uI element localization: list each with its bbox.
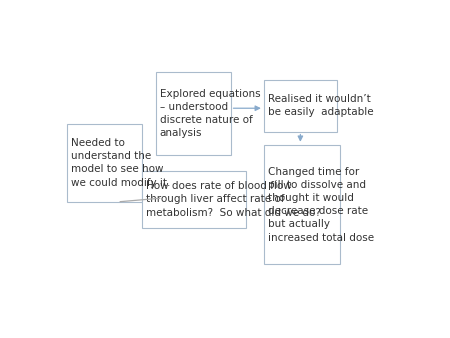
Text: Realised it wouldn’t
be easily  adaptable: Realised it wouldn’t be easily adaptable bbox=[268, 94, 374, 117]
Text: Explored equations
– understood
discrete nature of
analysis: Explored equations – understood discrete… bbox=[160, 89, 261, 138]
FancyBboxPatch shape bbox=[264, 145, 341, 264]
FancyBboxPatch shape bbox=[156, 72, 230, 155]
Text: How does rate of blood flow
through liver affect rate of
metabolism?  So what di: How does rate of blood flow through live… bbox=[146, 181, 321, 218]
FancyBboxPatch shape bbox=[142, 171, 246, 228]
FancyBboxPatch shape bbox=[67, 124, 142, 202]
Text: Changed time for
pill to dissolve and
thought it would
decrease dose rate
but ac: Changed time for pill to dissolve and th… bbox=[268, 167, 374, 243]
FancyBboxPatch shape bbox=[264, 79, 337, 132]
Text: Needed to
understand the
model to see how
we could modify it.: Needed to understand the model to see ho… bbox=[71, 138, 170, 188]
